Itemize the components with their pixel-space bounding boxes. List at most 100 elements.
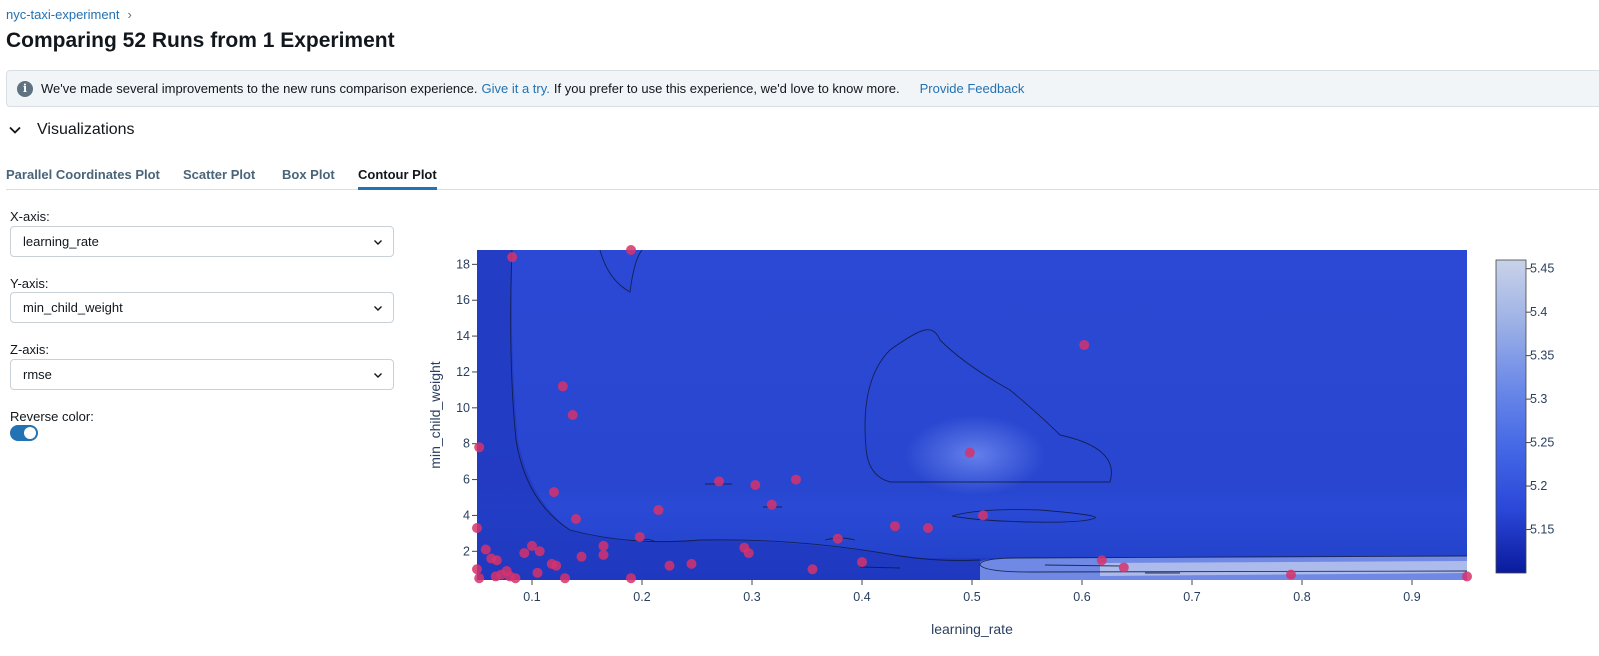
run-point[interactable] xyxy=(1118,562,1129,573)
run-point[interactable] xyxy=(1096,555,1107,566)
y-axis-title: min_child_weight xyxy=(427,361,443,469)
run-point[interactable] xyxy=(549,487,559,498)
run-point[interactable] xyxy=(890,521,900,532)
visualizations-label: Visualizations xyxy=(37,121,135,138)
run-point[interactable] xyxy=(491,555,502,566)
x-axis-value: learning_rate xyxy=(23,234,99,249)
run-point[interactable] xyxy=(534,546,545,557)
banner-message-secondary: If you prefer to use this experience, we… xyxy=(553,81,900,96)
run-point[interactable] xyxy=(527,540,537,551)
y-tick-label: 6 xyxy=(463,473,470,487)
colorbar-tick-label: 5.35 xyxy=(1530,349,1554,363)
run-point[interactable] xyxy=(598,540,609,551)
x-tick-label: 0.4 xyxy=(853,590,870,604)
chevron-down-icon xyxy=(374,240,382,245)
run-point[interactable] xyxy=(634,531,645,542)
run-point[interactable] xyxy=(1286,569,1296,580)
run-points xyxy=(472,245,1472,584)
run-point[interactable] xyxy=(791,474,801,485)
run-point[interactable] xyxy=(832,533,843,544)
colorbar-tick-label: 5.3 xyxy=(1530,392,1547,406)
run-point[interactable] xyxy=(571,514,581,525)
run-point[interactable] xyxy=(598,549,609,560)
y-tick-label: 8 xyxy=(463,437,470,451)
run-point[interactable] xyxy=(743,548,754,559)
x-axis: 0.1 0.2 0.3 0.4 0.5 0.6 0.7 0.8 0.9 xyxy=(523,580,1421,604)
run-point[interactable] xyxy=(714,476,724,487)
run-point[interactable] xyxy=(626,245,636,255)
page-title: Comparing 52 Runs from 1 Experiment xyxy=(6,29,395,52)
run-point[interactable] xyxy=(507,252,518,263)
x-tick-label: 0.6 xyxy=(1073,590,1090,604)
y-tick-label: 12 xyxy=(456,365,470,379)
run-point[interactable] xyxy=(472,522,482,533)
run-point[interactable] xyxy=(519,548,530,559)
x-tick-label: 0.9 xyxy=(1403,590,1420,604)
run-point[interactable] xyxy=(686,558,697,569)
run-point[interactable] xyxy=(964,447,975,458)
z-axis-label: Z-axis: xyxy=(10,342,49,357)
z-axis-value: rmse xyxy=(23,367,52,382)
breadcrumb-experiment-link[interactable]: nyc-taxi-experiment xyxy=(6,7,120,22)
x-tick-label: 0.3 xyxy=(743,590,760,604)
run-point[interactable] xyxy=(560,573,570,584)
run-point[interactable] xyxy=(551,560,562,571)
toggle-knob xyxy=(24,427,36,439)
run-point[interactable] xyxy=(472,564,482,575)
visualizations-toggle[interactable]: Visualizations xyxy=(8,121,135,139)
reverse-color-toggle[interactable] xyxy=(10,425,38,441)
run-point[interactable] xyxy=(474,573,485,584)
x-tick-label: 0.1 xyxy=(523,590,540,604)
run-point[interactable] xyxy=(480,544,491,555)
y-axis-value: min_child_weight xyxy=(23,300,123,315)
contour-fill xyxy=(477,250,1467,580)
colorbar-tick-label: 5.45 xyxy=(1530,262,1554,276)
breadcrumb: nyc-taxi-experiment › xyxy=(6,7,132,22)
chevron-down-icon xyxy=(374,373,382,378)
run-point[interactable] xyxy=(978,510,988,521)
x-tick-label: 0.7 xyxy=(1183,590,1200,604)
visualization-tabs: Parallel Coordinates Plot Scatter Plot B… xyxy=(6,163,1599,190)
z-axis-select[interactable]: rmse xyxy=(10,359,394,390)
y-axis-select[interactable]: min_child_weight xyxy=(10,292,394,323)
banner-message: We've made several improvements to the n… xyxy=(41,81,478,96)
y-tick-label: 16 xyxy=(456,293,470,307)
x-axis-title: learning_rate xyxy=(931,621,1013,637)
run-point[interactable] xyxy=(510,573,521,584)
provide-feedback-link[interactable]: Provide Feedback xyxy=(919,81,1025,96)
run-point[interactable] xyxy=(557,381,568,392)
x-tick-label: 0.5 xyxy=(963,590,980,604)
chevron-down-icon xyxy=(9,126,21,134)
run-point[interactable] xyxy=(923,522,933,533)
run-point[interactable] xyxy=(532,567,543,578)
run-point[interactable] xyxy=(664,560,675,571)
run-point[interactable] xyxy=(1462,571,1472,582)
run-point[interactable] xyxy=(857,557,867,568)
run-point[interactable] xyxy=(750,479,761,490)
run-point[interactable] xyxy=(766,499,777,510)
y-axis: 2 4 6 8 10 12 14 16 18 xyxy=(456,257,477,558)
tab-parallel-coordinates[interactable]: Parallel Coordinates Plot xyxy=(6,167,160,182)
y-tick-label: 18 xyxy=(456,257,470,271)
reverse-color-label: Reverse color: xyxy=(10,409,94,424)
x-tick-label: 0.2 xyxy=(633,590,650,604)
x-axis-select[interactable]: learning_rate xyxy=(10,226,394,257)
chevron-down-icon xyxy=(374,306,382,311)
run-point[interactable] xyxy=(807,564,818,575)
tab-box-plot[interactable]: Box Plot xyxy=(282,167,335,182)
run-point[interactable] xyxy=(474,442,485,453)
info-icon: i xyxy=(17,80,33,97)
colorbar: 5.15 5.2 5.25 5.3 5.35 5.4 5.45 xyxy=(1495,259,1554,574)
tab-contour-plot[interactable]: Contour Plot xyxy=(358,167,437,190)
run-point[interactable] xyxy=(576,551,587,562)
give-it-a-try-link[interactable]: Give it a try. xyxy=(481,81,550,96)
run-point[interactable] xyxy=(567,410,578,420)
y-tick-label: 4 xyxy=(463,508,470,522)
run-point[interactable] xyxy=(1079,340,1090,351)
run-point[interactable] xyxy=(626,573,636,584)
colorbar-tick-label: 5.25 xyxy=(1530,436,1554,450)
run-point[interactable] xyxy=(653,505,664,516)
tab-scatter-plot[interactable]: Scatter Plot xyxy=(183,167,256,182)
x-axis-label: X-axis: xyxy=(10,209,50,224)
